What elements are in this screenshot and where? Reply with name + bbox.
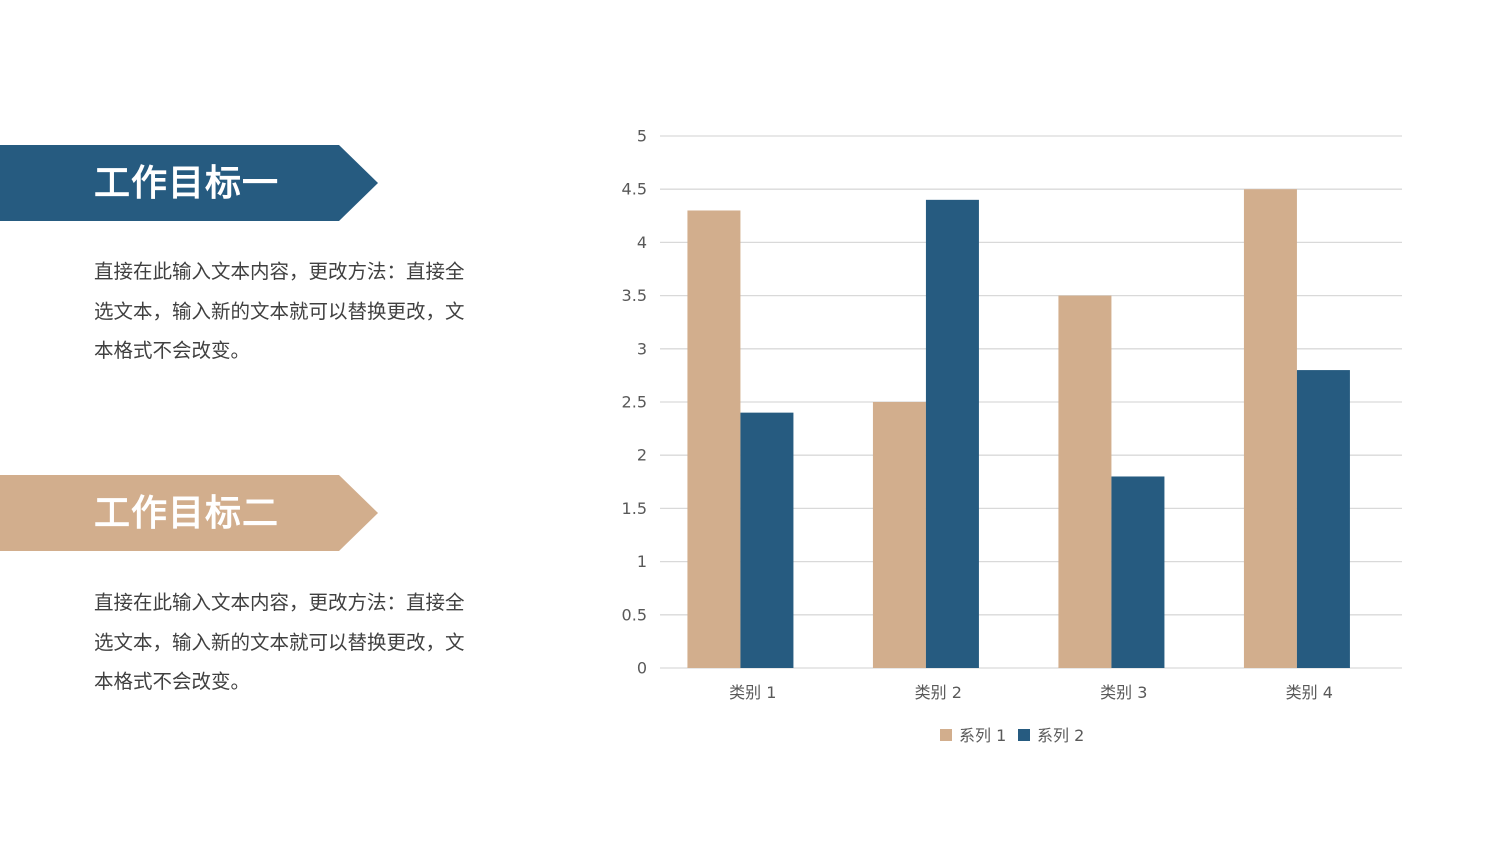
bar-series-2-category-3 xyxy=(1111,476,1165,668)
bar-series-1-category-4 xyxy=(1243,189,1297,668)
x-tick-label: 类别 4 xyxy=(1286,683,1333,702)
section-1-banner: 工作目标一 xyxy=(0,145,378,221)
x-axis-ticks: 类别 1 类别 2 类别 3 类别 4 xyxy=(729,683,1333,702)
y-tick-label: 5 xyxy=(637,127,647,146)
bar-series-2-category-2 xyxy=(925,199,979,668)
chart-legend: 系列 1 系列 2 xyxy=(940,726,1084,745)
bar-series-1-category-2 xyxy=(872,402,926,668)
y-tick-label: 3 xyxy=(637,339,647,358)
legend-swatch xyxy=(940,729,952,741)
bar-series-2-category-1 xyxy=(740,412,794,668)
y-tick-label: 1 xyxy=(637,552,647,571)
y-tick-label: 3.5 xyxy=(622,286,647,305)
section-2-banner: 工作目标二 xyxy=(0,475,378,551)
x-tick-label: 类别 2 xyxy=(915,683,962,702)
bar-chart: 0 0.5 1 1.5 2 2.5 3 3.5 4 4.5 5 类别 1 类别 2 类别 3 类别 4 系… xyxy=(622,127,1402,745)
bar-series-1-category-3 xyxy=(1058,295,1112,668)
legend-swatch xyxy=(1018,729,1030,741)
section-2-title: 工作目标二 xyxy=(94,492,280,534)
y-tick-label: 0 xyxy=(637,659,647,678)
section-1-text: 直接在此输入文本内容，更改方法：直接全选文本，输入新的文本就可以替换更改，文本格… xyxy=(94,260,465,362)
y-tick-label: 4 xyxy=(637,233,647,252)
y-axis-ticks: 0 0.5 1 1.5 2 2.5 3 3.5 4 4.5 5 xyxy=(622,127,647,678)
section-2-text: 直接在此输入文本内容，更改方法：直接全选文本，输入新的文本就可以替换更改，文本格… xyxy=(94,591,465,693)
y-tick-label: 2 xyxy=(637,446,647,465)
y-tick-label: 2.5 xyxy=(622,393,647,412)
legend-label: 系列 2 xyxy=(1037,726,1084,745)
y-tick-label: 4.5 xyxy=(622,180,647,199)
chart-bars xyxy=(687,189,1350,668)
x-tick-label: 类别 1 xyxy=(729,683,776,702)
section-1-title: 工作目标一 xyxy=(94,162,280,204)
y-tick-label: 1.5 xyxy=(622,499,647,518)
bar-series-2-category-4 xyxy=(1296,370,1350,668)
x-tick-label: 类别 3 xyxy=(1100,683,1147,702)
bar-series-1-category-1 xyxy=(687,210,741,668)
y-tick-label: 0.5 xyxy=(622,605,647,624)
legend-label: 系列 1 xyxy=(959,726,1006,745)
